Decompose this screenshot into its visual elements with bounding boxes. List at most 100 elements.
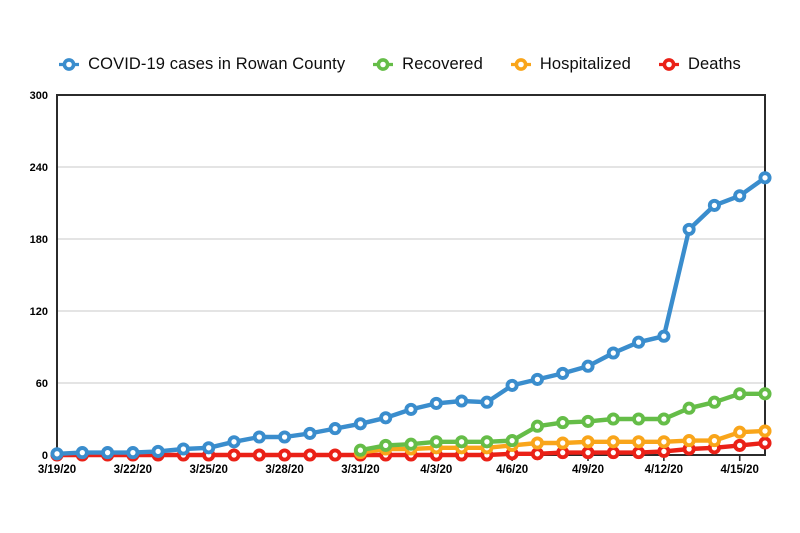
data-point-marker[interactable] <box>632 446 646 460</box>
x-axis-tick-label: 3/31/20 <box>341 464 379 476</box>
x-axis-tick-label: 3/25/20 <box>190 464 228 476</box>
data-point-marker[interactable] <box>278 448 292 462</box>
x-axis-tick-label: 3/28/20 <box>265 464 303 476</box>
data-point-marker[interactable] <box>733 425 747 439</box>
legend-label: Hospitalized <box>539 54 631 73</box>
data-point-marker[interactable] <box>581 435 595 449</box>
chart-legend: COVID-19 cases in Rowan County Recovered H… <box>0 50 800 78</box>
data-point-marker[interactable] <box>707 395 721 409</box>
data-point-marker[interactable] <box>682 434 696 448</box>
data-point-marker[interactable] <box>657 329 671 343</box>
data-point-marker[interactable] <box>530 372 544 386</box>
data-point-marker[interactable] <box>303 426 317 440</box>
data-point-marker[interactable] <box>328 448 342 462</box>
x-axis-tick-label: 4/6/20 <box>496 464 528 476</box>
data-point-marker[interactable] <box>707 198 721 212</box>
data-point-marker[interactable] <box>606 446 620 460</box>
data-point-marker[interactable] <box>303 448 317 462</box>
data-point-marker[interactable] <box>606 412 620 426</box>
data-point-marker[interactable] <box>227 435 241 449</box>
data-point-marker[interactable] <box>353 443 367 457</box>
legend-item-recovered[interactable]: Recovered <box>373 55 483 74</box>
data-point-marker[interactable] <box>455 435 469 449</box>
data-point-marker[interactable] <box>278 430 292 444</box>
data-point-marker[interactable] <box>202 441 216 455</box>
data-point-marker[interactable] <box>733 438 747 452</box>
y-axis-tick-label: 120 <box>30 306 48 318</box>
data-point-marker[interactable] <box>505 434 519 448</box>
legend-ring-icon <box>658 58 679 71</box>
data-point-marker[interactable] <box>252 430 266 444</box>
x-axis-tick-label: 4/3/20 <box>420 464 452 476</box>
data-point-marker[interactable] <box>758 424 772 438</box>
data-point-marker[interactable] <box>505 378 519 392</box>
data-point-marker[interactable] <box>581 414 595 428</box>
y-axis-tick-label: 0 <box>42 450 48 462</box>
data-point-marker[interactable] <box>353 417 367 431</box>
data-point-marker[interactable] <box>556 366 570 380</box>
data-point-marker[interactable] <box>480 435 494 449</box>
data-point-marker[interactable] <box>632 412 646 426</box>
data-point-marker[interactable] <box>606 346 620 360</box>
data-point-marker[interactable] <box>404 437 418 451</box>
data-point-marker[interactable] <box>530 436 544 450</box>
data-point-marker[interactable] <box>379 411 393 425</box>
data-point-marker[interactable] <box>151 444 165 458</box>
data-point-marker[interactable] <box>429 396 443 410</box>
data-point-marker[interactable] <box>75 446 89 460</box>
plot-border <box>56 94 766 456</box>
data-point-marker[interactable] <box>227 448 241 462</box>
data-point-marker[interactable] <box>556 436 570 450</box>
legend-item-hospitalized[interactable]: Hospitalized <box>510 54 631 74</box>
y-axis-tick-label: 300 <box>30 90 48 102</box>
data-point-marker[interactable] <box>556 416 570 430</box>
data-point-marker[interactable] <box>429 435 443 449</box>
data-point-marker[interactable] <box>404 402 418 416</box>
x-axis-tick-label: 3/22/20 <box>114 464 152 476</box>
x-axis-tick-label: 3/19/20 <box>38 464 76 476</box>
data-point-marker[interactable] <box>50 447 64 461</box>
y-axis-tick-label: 240 <box>30 162 48 174</box>
data-point-marker[interactable] <box>632 435 646 449</box>
x-axis-tick-label: 4/15/20 <box>721 464 759 476</box>
data-point-marker[interactable] <box>682 401 696 415</box>
legend-label: Deaths <box>687 54 741 73</box>
y-axis-tick-label: 60 <box>36 378 48 390</box>
legend-item-deaths[interactable]: Deaths <box>658 54 741 74</box>
data-point-marker[interactable] <box>758 387 772 401</box>
data-point-marker[interactable] <box>606 435 620 449</box>
data-point-marker[interactable] <box>657 435 671 449</box>
data-point-marker[interactable] <box>758 171 772 185</box>
data-point-marker[interactable] <box>581 359 595 373</box>
data-point-marker[interactable] <box>657 412 671 426</box>
series-recovered <box>353 387 772 457</box>
data-point-marker[interactable] <box>480 395 494 409</box>
legend-item-covid-19-cases-in-rowan-county[interactable]: COVID-19 cases in Rowan County <box>59 55 345 74</box>
y-axis-tick-label: 180 <box>30 234 48 246</box>
x-axis-tick-label: 4/9/20 <box>572 464 604 476</box>
legend-label: Recovered <box>402 54 483 73</box>
data-point-marker[interactable] <box>733 387 747 401</box>
x-axis-tick-label: 4/12/20 <box>645 464 683 476</box>
data-point-marker[interactable] <box>101 446 115 460</box>
data-point-marker[interactable] <box>758 436 772 450</box>
series-covid-19-cases-in-rowan-county <box>50 171 772 461</box>
data-point-marker[interactable] <box>126 446 140 460</box>
data-point-marker[interactable] <box>682 222 696 236</box>
data-point-marker[interactable] <box>176 442 190 456</box>
data-point-marker[interactable] <box>328 422 342 436</box>
data-point-marker[interactable] <box>733 189 747 203</box>
data-point-marker[interactable] <box>252 448 266 462</box>
data-point-marker[interactable] <box>581 446 595 460</box>
data-point-marker[interactable] <box>455 394 469 408</box>
legend-ring-icon <box>373 58 394 71</box>
legend-ring-icon <box>59 58 80 71</box>
data-point-marker[interactable] <box>632 335 646 349</box>
data-point-marker[interactable] <box>379 438 393 452</box>
data-point-marker[interactable] <box>707 434 721 448</box>
data-point-marker[interactable] <box>530 447 544 461</box>
data-point-marker[interactable] <box>530 419 544 433</box>
legend-ring-icon <box>510 58 531 71</box>
